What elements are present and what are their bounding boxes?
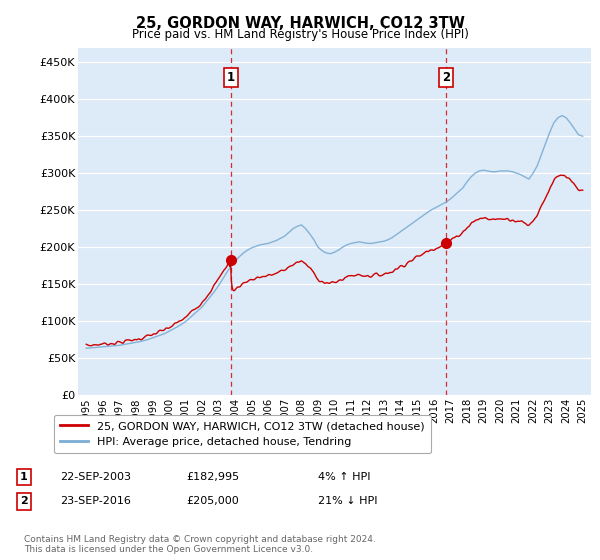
Text: £205,000: £205,000	[186, 496, 239, 506]
Text: £182,995: £182,995	[186, 472, 239, 482]
Text: 23-SEP-2016: 23-SEP-2016	[60, 496, 131, 506]
Text: Contains HM Land Registry data © Crown copyright and database right 2024.
This d: Contains HM Land Registry data © Crown c…	[24, 535, 376, 554]
Text: 1: 1	[20, 472, 28, 482]
Text: 2: 2	[20, 496, 28, 506]
Legend: 25, GORDON WAY, HARWICH, CO12 3TW (detached house), HPI: Average price, detached: 25, GORDON WAY, HARWICH, CO12 3TW (detac…	[53, 414, 431, 454]
Text: 2: 2	[442, 71, 450, 83]
Text: 1: 1	[227, 71, 235, 83]
Text: 21% ↓ HPI: 21% ↓ HPI	[318, 496, 377, 506]
Text: 4% ↑ HPI: 4% ↑ HPI	[318, 472, 371, 482]
Text: 25, GORDON WAY, HARWICH, CO12 3TW: 25, GORDON WAY, HARWICH, CO12 3TW	[136, 16, 464, 31]
Text: 22-SEP-2003: 22-SEP-2003	[60, 472, 131, 482]
Text: Price paid vs. HM Land Registry's House Price Index (HPI): Price paid vs. HM Land Registry's House …	[131, 28, 469, 41]
